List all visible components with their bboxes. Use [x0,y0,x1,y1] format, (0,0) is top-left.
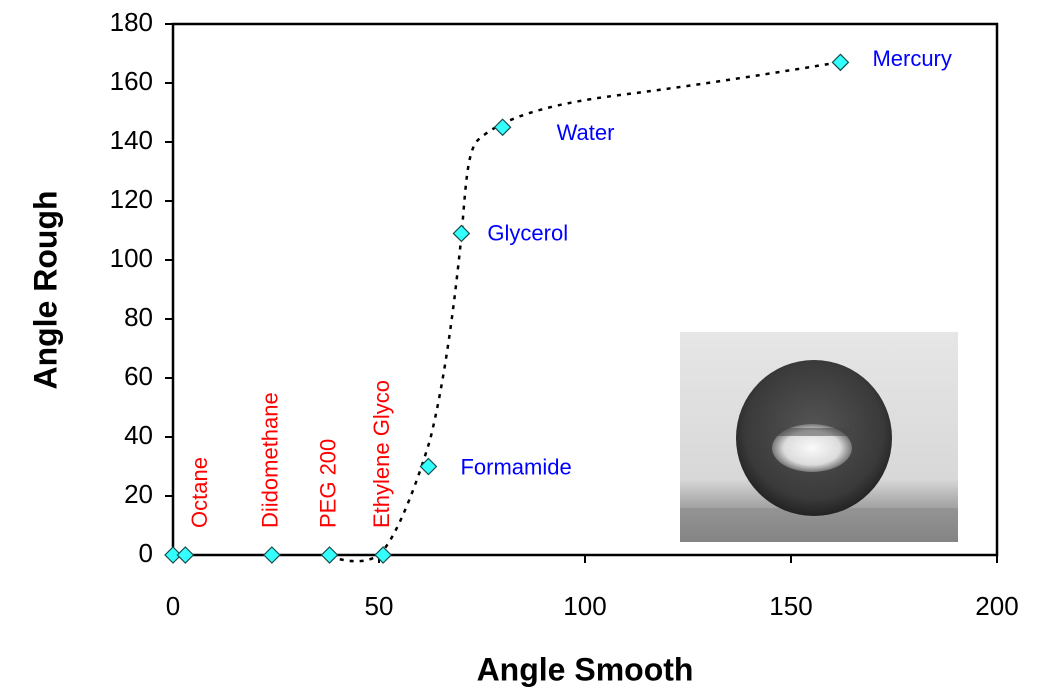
y-tick-label: 120 [110,184,153,214]
marker [177,547,193,563]
marker [375,547,391,563]
y-tick-label: 0 [139,538,153,568]
point-label: Mercury [872,46,951,71]
x-tick-label: 50 [365,591,394,621]
point-label: Diidomethane [258,392,283,528]
marker [322,547,338,563]
point-label: Ethylene Glyco [369,380,394,528]
point-label: Formamide [460,454,571,479]
y-axis-title: Angle Rough [27,190,63,389]
point-label: Water [557,120,615,145]
marker [264,547,280,563]
y-tick-label: 80 [124,302,153,332]
y-tick-label: 140 [110,125,153,155]
point-label: Octane [187,457,212,528]
x-tick-label: 200 [975,591,1018,621]
x-tick-label: 0 [166,591,180,621]
point-label: PEG 200 [315,439,340,528]
chart: Angle Smooth Angle Rough 0 50 100 150 200 0 20… [0,0,1048,696]
inset-photo [680,332,958,542]
y-tick-label: 100 [110,243,153,273]
point-label: Glycerol [487,220,568,245]
marker [420,459,436,475]
x-tick-label: 150 [769,591,812,621]
y-tick-label: 160 [110,66,153,96]
x-axis-title: Angle Smooth [477,651,694,687]
y-tick-label: 60 [124,361,153,391]
y-tick-label: 20 [124,479,153,509]
y-tick-label: 180 [110,7,153,37]
marker [495,119,511,135]
y-tick-label: 40 [124,420,153,450]
x-tick-label: 100 [563,591,606,621]
marker [453,225,469,241]
marker [832,54,848,70]
